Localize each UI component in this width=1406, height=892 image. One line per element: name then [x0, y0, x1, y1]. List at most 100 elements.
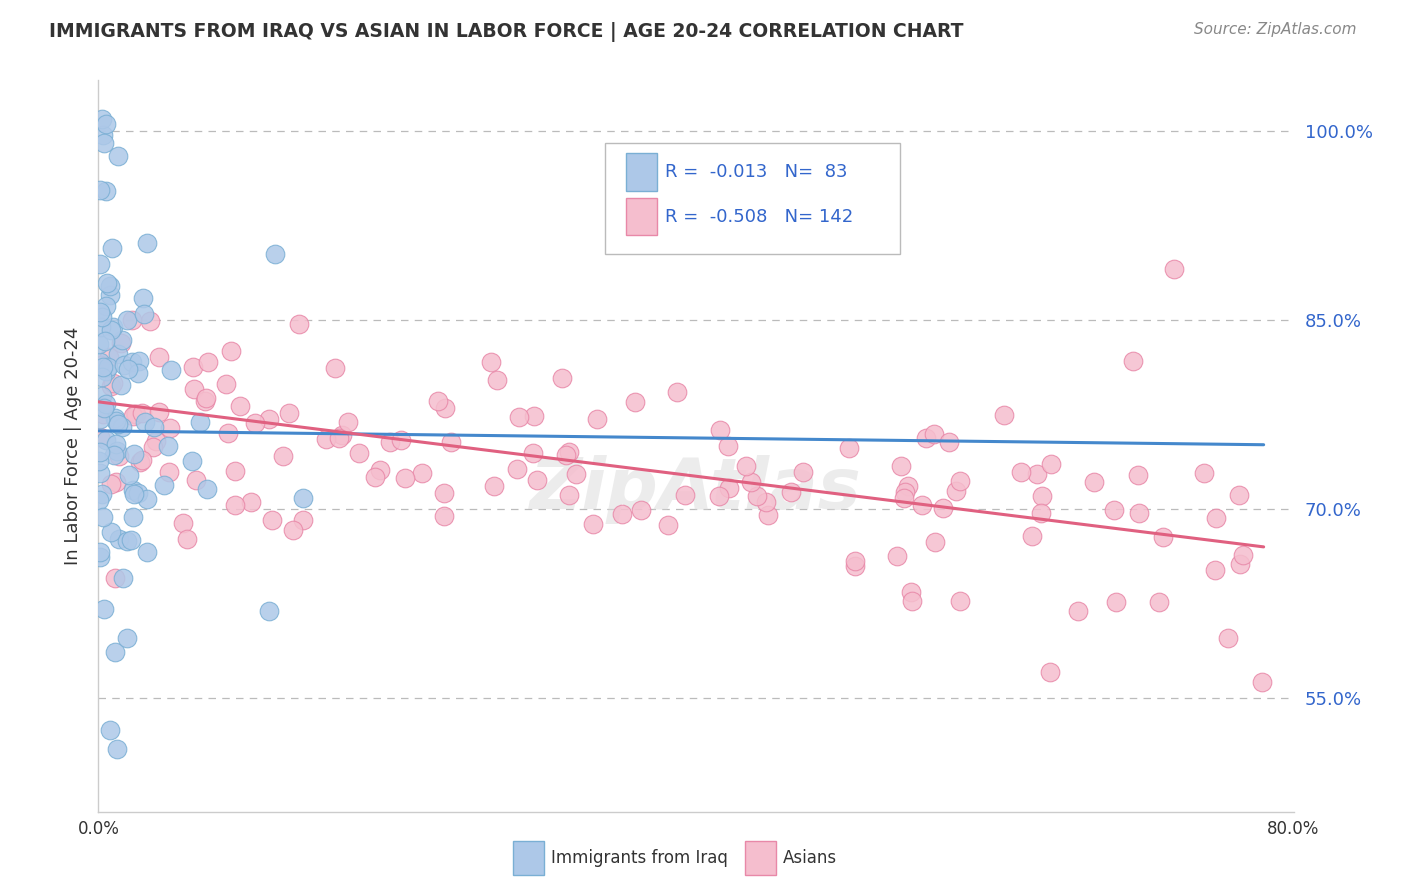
Point	[103, 320, 125, 334]
Point	[1216, 632, 1239, 646]
Point	[657, 518, 679, 533]
Point	[89, 492, 111, 507]
Point	[136, 544, 159, 558]
Point	[214, 376, 236, 391]
Point	[1232, 548, 1254, 562]
Point	[172, 516, 194, 531]
Point	[107, 417, 129, 431]
Text: R =  -0.013   N=  83: R = -0.013 N= 83	[665, 163, 848, 181]
Point	[389, 433, 412, 447]
Point	[105, 444, 128, 458]
Text: ZipAtlas: ZipAtlas	[530, 456, 862, 524]
Point	[115, 533, 138, 548]
Point	[129, 454, 152, 468]
Point	[107, 450, 129, 464]
Point	[523, 409, 546, 423]
Point	[90, 320, 112, 334]
Point	[717, 481, 740, 495]
Point	[1227, 488, 1250, 502]
Point	[932, 501, 955, 516]
Point	[100, 524, 122, 539]
Point	[555, 448, 578, 462]
Point	[586, 412, 609, 426]
Point	[993, 409, 1015, 423]
Point	[486, 374, 509, 388]
Point	[1229, 557, 1251, 571]
Point	[110, 378, 132, 392]
Point	[89, 545, 111, 559]
Point	[1251, 674, 1274, 689]
Point	[1163, 262, 1185, 277]
Point	[194, 393, 217, 408]
Point	[368, 463, 391, 477]
Point	[100, 323, 122, 337]
Point	[103, 376, 125, 391]
Point	[219, 343, 242, 358]
Point	[96, 184, 118, 198]
Point	[277, 406, 299, 420]
Point	[121, 355, 143, 369]
Point	[1149, 595, 1171, 609]
Point	[91, 112, 114, 127]
Point	[91, 128, 114, 143]
Point	[98, 279, 121, 293]
Point	[89, 430, 111, 444]
Point	[924, 535, 946, 549]
Point	[673, 488, 696, 502]
Point	[911, 499, 934, 513]
Point	[1204, 563, 1226, 577]
Point	[89, 454, 111, 468]
Point	[132, 291, 155, 305]
Point	[127, 486, 149, 500]
Point	[756, 508, 779, 523]
Point	[893, 491, 915, 506]
Point	[229, 400, 252, 414]
Point	[217, 425, 239, 440]
Point	[89, 445, 111, 459]
Point	[1205, 511, 1227, 525]
Point	[156, 439, 179, 453]
Point	[411, 466, 433, 480]
Point	[394, 470, 416, 484]
Point	[582, 516, 605, 531]
Point	[291, 513, 314, 527]
Point	[105, 414, 128, 428]
Point	[142, 441, 165, 455]
Point	[1067, 604, 1090, 618]
Point	[111, 571, 134, 585]
Point	[281, 523, 304, 537]
Point	[89, 183, 111, 197]
Y-axis label: In Labor Force | Age 20-24: In Labor Force | Age 20-24	[63, 326, 82, 566]
Point	[89, 549, 111, 564]
Point	[325, 361, 347, 376]
Point	[1031, 506, 1053, 520]
Point	[97, 360, 120, 375]
Point	[1031, 489, 1053, 503]
Point	[838, 442, 860, 456]
Point	[551, 371, 574, 385]
Point	[271, 450, 294, 464]
Point	[90, 487, 112, 501]
Point	[94, 433, 117, 447]
Point	[1010, 465, 1032, 479]
Point	[1192, 466, 1215, 480]
Point	[90, 358, 112, 372]
Point	[100, 378, 122, 392]
Point	[108, 532, 131, 546]
Point	[792, 465, 814, 479]
Point	[157, 465, 180, 479]
Point	[152, 478, 174, 492]
Point	[104, 411, 127, 425]
Point	[139, 314, 162, 328]
Point	[240, 495, 263, 509]
Point	[735, 458, 758, 473]
Point	[118, 467, 141, 482]
Point	[1122, 353, 1144, 368]
Point	[93, 510, 115, 524]
Point	[89, 305, 111, 319]
Point	[131, 452, 153, 467]
Point	[104, 571, 127, 585]
Point	[886, 549, 908, 563]
Point	[183, 382, 205, 396]
Point	[1083, 475, 1105, 489]
